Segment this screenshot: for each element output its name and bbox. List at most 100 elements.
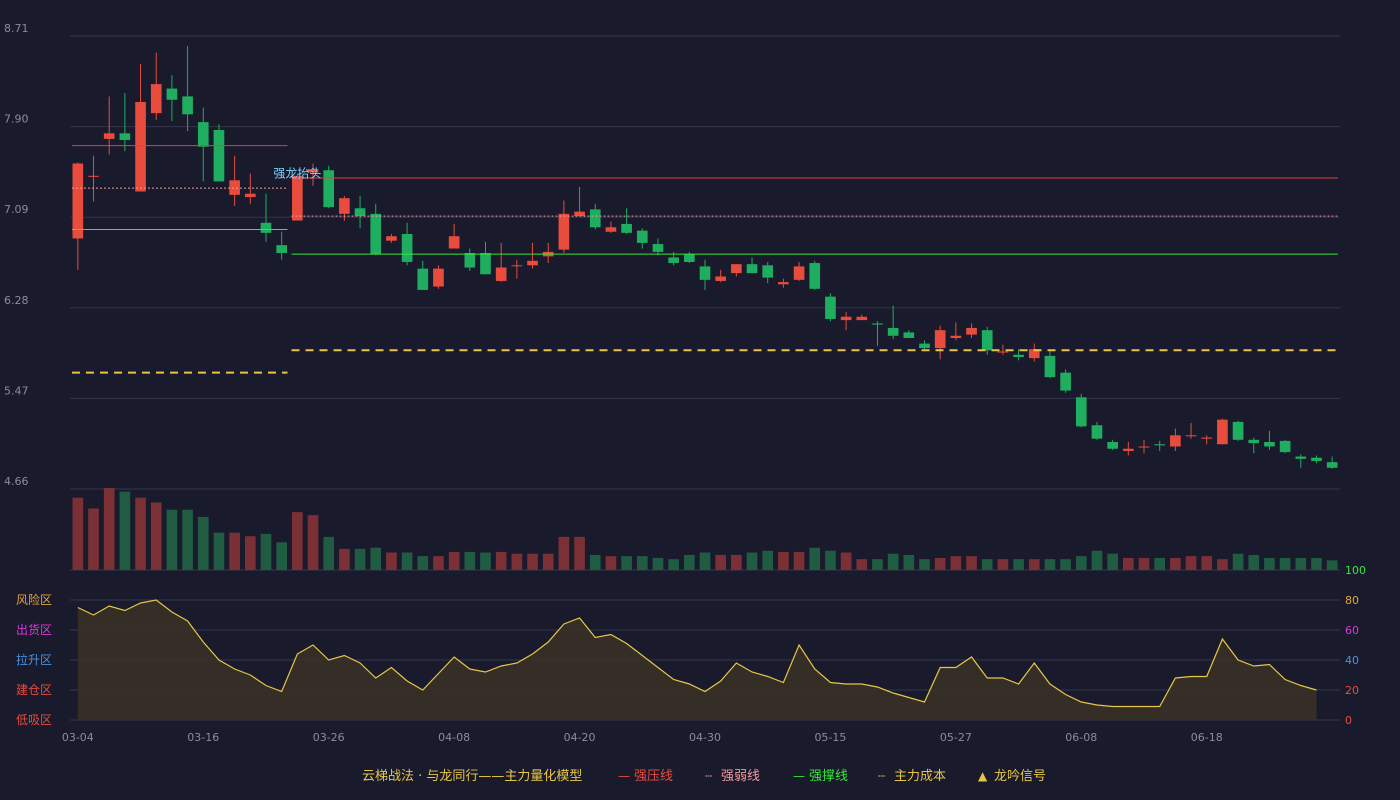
- candle-body: [1091, 425, 1103, 439]
- legend-item: 云梯战法 · 与龙同行——主力量化模型: [362, 769, 582, 784]
- price-tick-label: 7.09: [4, 203, 29, 216]
- volume-bar: [527, 553, 538, 570]
- volume-bar: [746, 552, 758, 570]
- legend-item: 龙吟信号: [994, 768, 1046, 784]
- candle-body: [213, 129, 225, 182]
- candle-body: [103, 133, 115, 139]
- volume-bar: [1185, 556, 1197, 570]
- volume-bar: [307, 515, 319, 570]
- volume-bar: [401, 552, 413, 570]
- volume-bar: [778, 551, 789, 570]
- candles: [72, 46, 1338, 469]
- grid-lines: [70, 35, 1340, 721]
- indicator-zone-label: 出货区: [16, 622, 52, 637]
- volume-bar: [887, 553, 899, 570]
- candle-body: [1170, 435, 1181, 447]
- signal-label: 强龙抬头: [273, 167, 321, 181]
- candle-body: [574, 211, 585, 217]
- x-tick-label: 04-08: [438, 731, 470, 744]
- candle-body: [182, 96, 193, 115]
- indicator-zone-label: 建仓区: [16, 683, 52, 697]
- volume-bar: [793, 551, 805, 570]
- price-tick-label: 6.28: [4, 294, 29, 307]
- legend-marker: —: [793, 769, 805, 783]
- volume-bar: [370, 547, 382, 570]
- candle-body: [652, 244, 664, 252]
- x-tick-label: 06-08: [1065, 731, 1097, 744]
- volume-bar: [166, 509, 178, 570]
- candle-body: [1248, 439, 1260, 444]
- candle-body: [746, 264, 758, 274]
- candle-body: [699, 266, 711, 280]
- candle-body: [872, 323, 883, 325]
- legend-item: 强弱线: [721, 769, 760, 784]
- x-tick-label: 05-27: [940, 731, 972, 744]
- candle-body: [793, 266, 805, 280]
- candle-body: [1138, 446, 1150, 448]
- price-tick-label: 7.90: [4, 113, 29, 126]
- volume-bar: [150, 502, 162, 570]
- candle-body: [840, 316, 852, 321]
- x-tick-label: 03-26: [313, 731, 345, 744]
- candle-body: [683, 254, 695, 262]
- volume-bar: [997, 559, 1009, 570]
- candle-body: [825, 296, 836, 319]
- candle-body: [197, 122, 209, 147]
- candle-body: [762, 265, 774, 278]
- volume-bar: [1264, 557, 1275, 570]
- volume-bar: [1060, 559, 1071, 570]
- candle-body: [950, 335, 962, 338]
- price-tick-label: 8.71: [4, 22, 29, 35]
- candle-body: [856, 316, 868, 321]
- volume-bar: [464, 551, 476, 570]
- candle-body: [997, 351, 1009, 353]
- candle-body: [495, 267, 507, 281]
- legend-item: 强撑线: [809, 769, 848, 784]
- volume-bar: [1154, 557, 1166, 570]
- candle-body: [480, 252, 491, 275]
- volume-bar: [840, 552, 852, 570]
- volume-bar: [433, 556, 444, 570]
- candle-body: [135, 101, 146, 192]
- candle-body: [668, 257, 679, 264]
- volume-bar: [1326, 560, 1338, 570]
- legend-marker: ▲: [978, 769, 988, 783]
- indicator-zone-label: 拉升区: [16, 652, 52, 667]
- candle-body: [354, 208, 366, 217]
- volume-bar: [276, 542, 287, 570]
- candle-body: [1075, 397, 1087, 427]
- candle-body: [778, 282, 789, 285]
- candle-body: [731, 264, 742, 274]
- volume-bar: [244, 536, 256, 570]
- candle-body: [339, 198, 350, 214]
- volume-bar: [354, 548, 366, 570]
- x-tick-label: 06-18: [1191, 731, 1223, 744]
- y-axis: 8.71 7.90 7.09 6.28 5.47 4.66 0 20 40 60 80 100 风险区出…: [4, 22, 1366, 727]
- volume-bar: [386, 552, 397, 570]
- volume-bar: [103, 488, 115, 570]
- candle-body: [981, 330, 993, 351]
- volume-bar: [809, 547, 821, 570]
- volume-bar: [636, 556, 648, 570]
- candle-body: [417, 268, 429, 290]
- volume-bar: [229, 532, 240, 570]
- indicator-zone-label: 低吸区: [16, 713, 52, 727]
- candle-body: [1107, 442, 1118, 449]
- candle-body: [150, 84, 162, 114]
- volume-bar: [872, 559, 883, 570]
- candle-body: [1311, 457, 1322, 462]
- volume-bar: [731, 554, 742, 570]
- volume-bar: [919, 559, 930, 570]
- volume-bar: [558, 536, 570, 570]
- volume-bar: [903, 554, 915, 570]
- volume-bar: [1138, 557, 1150, 570]
- candle-body: [1060, 372, 1071, 391]
- volume-bar: [589, 554, 601, 570]
- indicator-area: [77, 600, 1317, 720]
- volume-bar: [213, 532, 225, 570]
- candle-body: [621, 223, 632, 233]
- volume-bar: [1123, 557, 1134, 570]
- x-tick-label: 05-15: [814, 731, 846, 744]
- candle-body: [1044, 355, 1056, 378]
- legend-item: 强压线: [634, 769, 673, 784]
